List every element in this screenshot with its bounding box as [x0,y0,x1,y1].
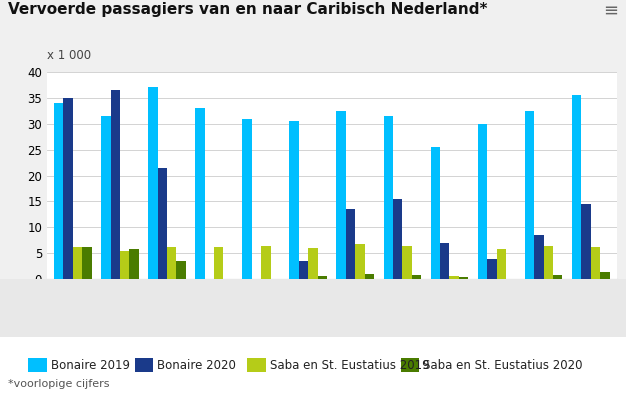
Bar [440,243,449,279]
Text: Vervoerde passagiers van en naar Caribisch Nederland*: Vervoerde passagiers van en naar Caribis… [8,2,487,17]
Bar [73,247,82,279]
Bar [582,204,591,279]
Text: Saba en St. Eustatius 2020: Saba en St. Eustatius 2020 [423,359,583,371]
Bar [478,124,487,279]
Bar [403,245,412,279]
Text: *voorlopige cijfers: *voorlopige cijfers [8,379,109,389]
Bar [346,209,356,279]
Bar [553,275,563,279]
Bar [214,247,223,279]
Bar [54,103,63,279]
Bar [289,121,299,279]
Bar [365,274,374,279]
Bar [101,116,111,279]
Bar [543,245,553,279]
Text: ≡: ≡ [603,2,618,20]
Bar [356,244,365,279]
Text: Saba en St. Eustatius 2019: Saba en St. Eustatius 2019 [270,359,429,371]
Bar [308,248,317,279]
Bar [299,261,308,279]
Text: Bonaire 2019: Bonaire 2019 [51,359,130,371]
Bar [63,98,73,279]
Bar [591,247,600,279]
Bar [384,116,393,279]
Bar [487,259,496,279]
Bar [600,272,610,279]
Bar [148,87,158,279]
Bar [393,199,403,279]
Bar [449,276,459,279]
Bar [242,119,252,279]
Bar [167,247,177,279]
Bar [572,95,582,279]
Bar [195,108,205,279]
Bar [337,111,346,279]
Bar [525,111,534,279]
Text: x 1 000: x 1 000 [47,49,91,62]
Bar [317,276,327,279]
Bar [158,168,167,279]
Bar [534,235,543,279]
Bar [431,147,440,279]
Bar [120,251,130,279]
Bar [111,90,120,279]
Bar [177,261,186,279]
Bar [459,277,468,279]
Bar [130,249,139,279]
Text: Bonaire 2020: Bonaire 2020 [157,359,236,371]
Bar [412,275,421,279]
Bar [261,245,270,279]
Bar [496,249,506,279]
Bar [82,247,91,279]
